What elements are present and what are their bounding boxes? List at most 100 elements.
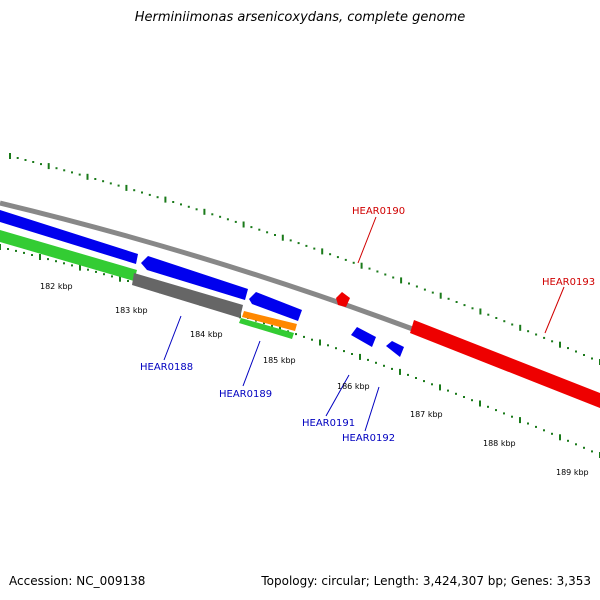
gene-arrow-blue-1[interactable]	[141, 256, 248, 300]
gene-label-hear0191[interactable]: HEAR0191	[302, 418, 355, 429]
outer-row-minor-tick	[503, 320, 506, 323]
inner-row-minor-tick	[375, 361, 377, 364]
gene-hear0189-green[interactable]	[239, 318, 294, 339]
inner-row-major-tick	[79, 264, 81, 271]
inner-row-minor-tick	[335, 347, 337, 350]
outer-row-minor-tick	[543, 336, 546, 339]
inner-row-major-tick	[519, 417, 521, 424]
outer-row-minor-tick	[447, 297, 450, 300]
inner-row-minor-tick	[431, 383, 433, 386]
outer-row-minor-tick	[408, 282, 410, 285]
gene-hear0193[interactable]	[410, 320, 600, 408]
gene-arrow-hear0192[interactable]	[386, 341, 404, 357]
outer-row-minor-tick	[352, 261, 355, 264]
gene-label-hear0188[interactable]: HEAR0188	[140, 362, 193, 373]
outer-row-minor-tick	[211, 213, 214, 216]
outer-row-minor-tick	[376, 270, 379, 273]
outer-row-minor-tick	[289, 239, 292, 242]
outer-row-minor-tick	[583, 354, 585, 356]
gene-gray[interactable]	[132, 273, 243, 318]
inner-row-minor-tick	[63, 262, 65, 265]
inner-row-minor-tick	[127, 280, 129, 282]
gene-arrow-hear0191[interactable]	[351, 327, 376, 347]
inner-row-major-tick	[319, 339, 321, 346]
inner-row-minor-tick	[527, 422, 529, 425]
outer-row-major-tick	[86, 173, 89, 180]
outer-row-minor-tick	[415, 285, 418, 288]
outer-row-major-tick	[559, 341, 561, 348]
scale-label-183: 183 kbp	[115, 306, 148, 315]
green-gene-track[interactable]	[0, 230, 137, 281]
gene-arrow-hear0190[interactable]	[336, 292, 350, 307]
gene-label-hear0192[interactable]: HEAR0192	[342, 433, 395, 444]
outer-row-minor-tick	[117, 184, 120, 187]
outer-row-minor-tick	[133, 189, 136, 192]
outer-row-minor-tick	[55, 167, 58, 170]
inner-row-minor-tick	[367, 358, 369, 361]
inner-row-minor-tick	[471, 399, 473, 402]
outer-row-major-tick	[203, 208, 206, 215]
outer-row-minor-tick	[344, 258, 347, 261]
inner-row-minor-tick	[15, 249, 17, 252]
outer-row-minor-tick	[431, 291, 434, 294]
callout-line-hear0189	[242, 340, 261, 387]
outer-row-major-tick	[281, 234, 284, 241]
gene-label-hear0190[interactable]: HEAR0190	[352, 206, 405, 217]
outer-row-minor-tick	[180, 203, 182, 206]
outer-row-minor-tick	[274, 234, 276, 236]
inner-row-minor-tick	[7, 248, 9, 250]
inner-row-minor-tick	[495, 409, 497, 412]
callout-line-hear0190	[357, 216, 377, 264]
genome-backbone	[0, 200, 600, 407]
inner-row-major-tick	[399, 368, 401, 375]
outer-row-minor-tick	[591, 357, 593, 360]
outer-row-minor-tick	[368, 267, 371, 270]
outer-row-minor-tick	[305, 244, 308, 247]
inner-row-minor-tick	[463, 396, 465, 398]
gene-label-hear0193[interactable]: HEAR0193	[542, 277, 595, 288]
inner-row-minor-tick	[591, 450, 593, 453]
inner-row-minor-tick	[551, 432, 553, 435]
gene-hear0189-orange[interactable]	[242, 311, 297, 331]
outer-row-major-tick	[242, 221, 245, 228]
outer-row-minor-tick	[471, 307, 474, 310]
inner-row-minor-tick	[567, 439, 569, 442]
outer-row-minor-tick	[172, 201, 175, 203]
inner-row-major-tick	[119, 275, 121, 282]
outer-row-minor-tick	[575, 350, 577, 353]
inner-row-minor-tick	[423, 380, 425, 383]
inner-row-minor-tick	[311, 338, 313, 341]
inner-row-minor-tick	[351, 353, 353, 355]
inner-row-minor-tick	[327, 344, 329, 347]
gene-arrow-hear0188[interactable]	[249, 292, 302, 321]
blue-gene-track[interactable]	[0, 210, 138, 264]
outer-row-minor-tick	[313, 247, 316, 250]
inner-row-minor-tick	[383, 364, 385, 367]
inner-row-minor-tick	[503, 412, 505, 415]
outer-row-minor-tick	[487, 313, 490, 316]
inner-row-minor-tick	[343, 350, 345, 353]
inner-row-minor-tick	[543, 429, 545, 432]
inner-row-minor-tick	[535, 425, 537, 428]
inner-row-major-tick	[559, 434, 561, 441]
genome-title: Herminiimonas arsenicoxydans, complete g…	[134, 10, 466, 25]
outer-row-minor-tick	[495, 317, 498, 319]
callout-line-hear0191	[325, 374, 350, 417]
outer-row-minor-tick	[156, 196, 159, 199]
outer-row-minor-tick	[329, 253, 332, 256]
inner-row-minor-tick	[271, 324, 273, 327]
inner-row-minor-tick	[447, 389, 449, 392]
scale-label-182: 182 kbp	[40, 282, 73, 291]
accession-info: Accession: NC_009138	[9, 574, 146, 588]
inner-row-minor-tick	[295, 333, 297, 336]
outer-row-minor-tick	[455, 301, 458, 303]
inner-row-major-tick	[479, 400, 481, 407]
inner-row-minor-tick	[31, 254, 33, 256]
outer-row-minor-tick	[266, 231, 269, 234]
outer-row-minor-tick	[63, 169, 66, 172]
inner-row-minor-tick	[23, 251, 25, 254]
inner-row-minor-tick	[575, 443, 577, 446]
outer-row-major-tick	[164, 196, 167, 203]
gene-label-hear0189[interactable]: HEAR0189	[219, 389, 272, 400]
inner-row-major-tick	[359, 353, 361, 360]
